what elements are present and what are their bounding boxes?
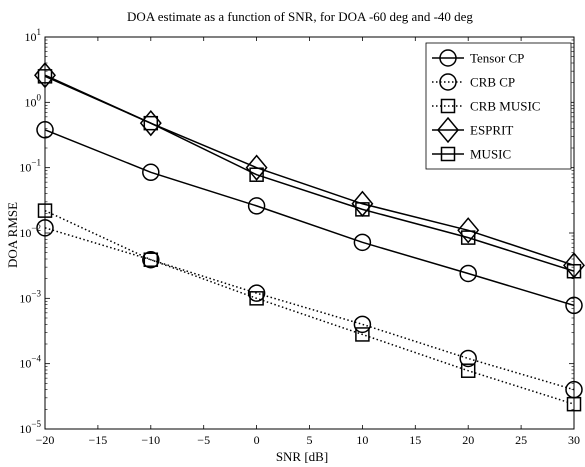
data-point-tensor-cp (353, 233, 372, 252)
data-point-esprit (457, 217, 480, 244)
y-axis-label: DOA RMSE (5, 202, 20, 268)
data-point-music (355, 202, 370, 217)
x-axis-label: SNR [dB] (276, 449, 328, 464)
data-point-esprit (245, 154, 268, 181)
y-tick-label: 10−2 (19, 223, 41, 240)
y-tick-label: 10−4 (19, 354, 41, 371)
data-point-crb-cp (459, 349, 477, 368)
chart-title: DOA estimate as a function of SNR, for D… (127, 9, 473, 24)
series-line-music (45, 75, 574, 272)
legend-marker-crb-cp (439, 73, 457, 91)
legend-item-crb-cp: CRB CP (432, 73, 515, 91)
x-tick-label: 0 (254, 433, 260, 447)
series-tensor-cp (36, 121, 583, 315)
data-point-crb-cp (142, 250, 160, 269)
data-point-music (566, 263, 582, 279)
data-point-crb-music (566, 396, 582, 412)
series-line-tensor-cp (45, 129, 574, 307)
legend-marker-tensor-cp (439, 49, 457, 67)
x-tick-label: −20 (36, 433, 55, 447)
y-tick-label: 100 (25, 92, 42, 109)
data-point-music (37, 69, 53, 84)
legend-label-tensor-cp: Tensor CP (470, 51, 524, 66)
legend-item-crb-music: CRB MUSIC (432, 99, 540, 114)
plot-area: −20 −15 −10 −5 0 5 10 15 20 25 30 10−5 10−4 10−3 10−2 1… (19, 27, 585, 447)
x-tick-label: 10 (356, 433, 368, 447)
data-point-music (143, 115, 159, 131)
x-tick-label: 5 (307, 433, 313, 447)
data-point-crb-cp (247, 284, 266, 302)
legend-label-music: MUSIC (470, 147, 511, 162)
legend-marker-music (440, 146, 456, 162)
y-tick-label: 10−5 (19, 419, 41, 436)
data-point-music (249, 167, 264, 182)
data-point-crb-music (460, 363, 476, 378)
data-point-tensor-cp (565, 296, 583, 315)
legend-item-tensor-cp: Tensor CP (432, 49, 524, 67)
data-point-tensor-cp (36, 121, 54, 139)
y-tick-label: 101 (25, 27, 42, 44)
data-point-crb-music (249, 291, 264, 306)
x-tick-label: −15 (89, 433, 108, 447)
legend: Tensor CP CRB CP CRB MUSIC ESPRIT MUSIC (425, 42, 572, 170)
data-point-crb-cp (36, 219, 54, 237)
x-tick-label: 15 (409, 433, 421, 447)
legend-label-crb-cp: CRB CP (470, 75, 515, 90)
y-tick-label: 10−1 (19, 158, 41, 175)
x-tick-label: −5 (197, 433, 210, 447)
data-point-crb-cp (353, 315, 372, 334)
series-crb-music (37, 203, 582, 412)
data-point-crb-music (143, 252, 159, 267)
data-point-music (460, 230, 476, 245)
legend-label-esprit: ESPRIT (470, 123, 513, 138)
series-line-crb-music (45, 209, 574, 405)
x-tick-label: −10 (141, 433, 160, 447)
series-line-crb-cp (45, 227, 574, 391)
series-crb-cp (36, 219, 583, 399)
legend-item-esprit: ESPRIT (432, 116, 513, 144)
legend-item-music: MUSIC (432, 147, 511, 162)
data-point-tensor-cp (142, 163, 160, 182)
data-point-crb-music (37, 203, 53, 218)
y-tick-label: 10−3 (19, 288, 41, 305)
legend-marker-esprit (437, 116, 459, 144)
legend-label-crb-music: CRB MUSIC (470, 99, 540, 114)
data-point-crb-music (355, 327, 370, 342)
x-tick-label: 30 (568, 433, 580, 447)
series-music (37, 69, 582, 279)
data-point-tensor-cp (459, 264, 477, 283)
data-point-tensor-cp (247, 197, 266, 215)
legend-marker-crb-music (440, 98, 456, 114)
x-tick-label: 25 (515, 433, 527, 447)
x-tick-label: 20 (462, 433, 474, 447)
